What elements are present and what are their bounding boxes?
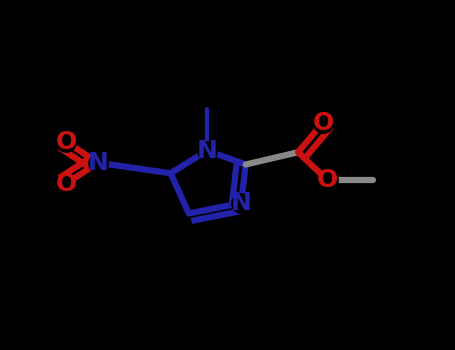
Text: N: N [197,139,217,162]
Text: O: O [56,172,76,196]
Text: O: O [313,111,334,134]
Text: N: N [231,191,252,215]
Text: O: O [317,168,338,192]
Text: O: O [56,130,76,154]
Text: N: N [87,151,108,175]
